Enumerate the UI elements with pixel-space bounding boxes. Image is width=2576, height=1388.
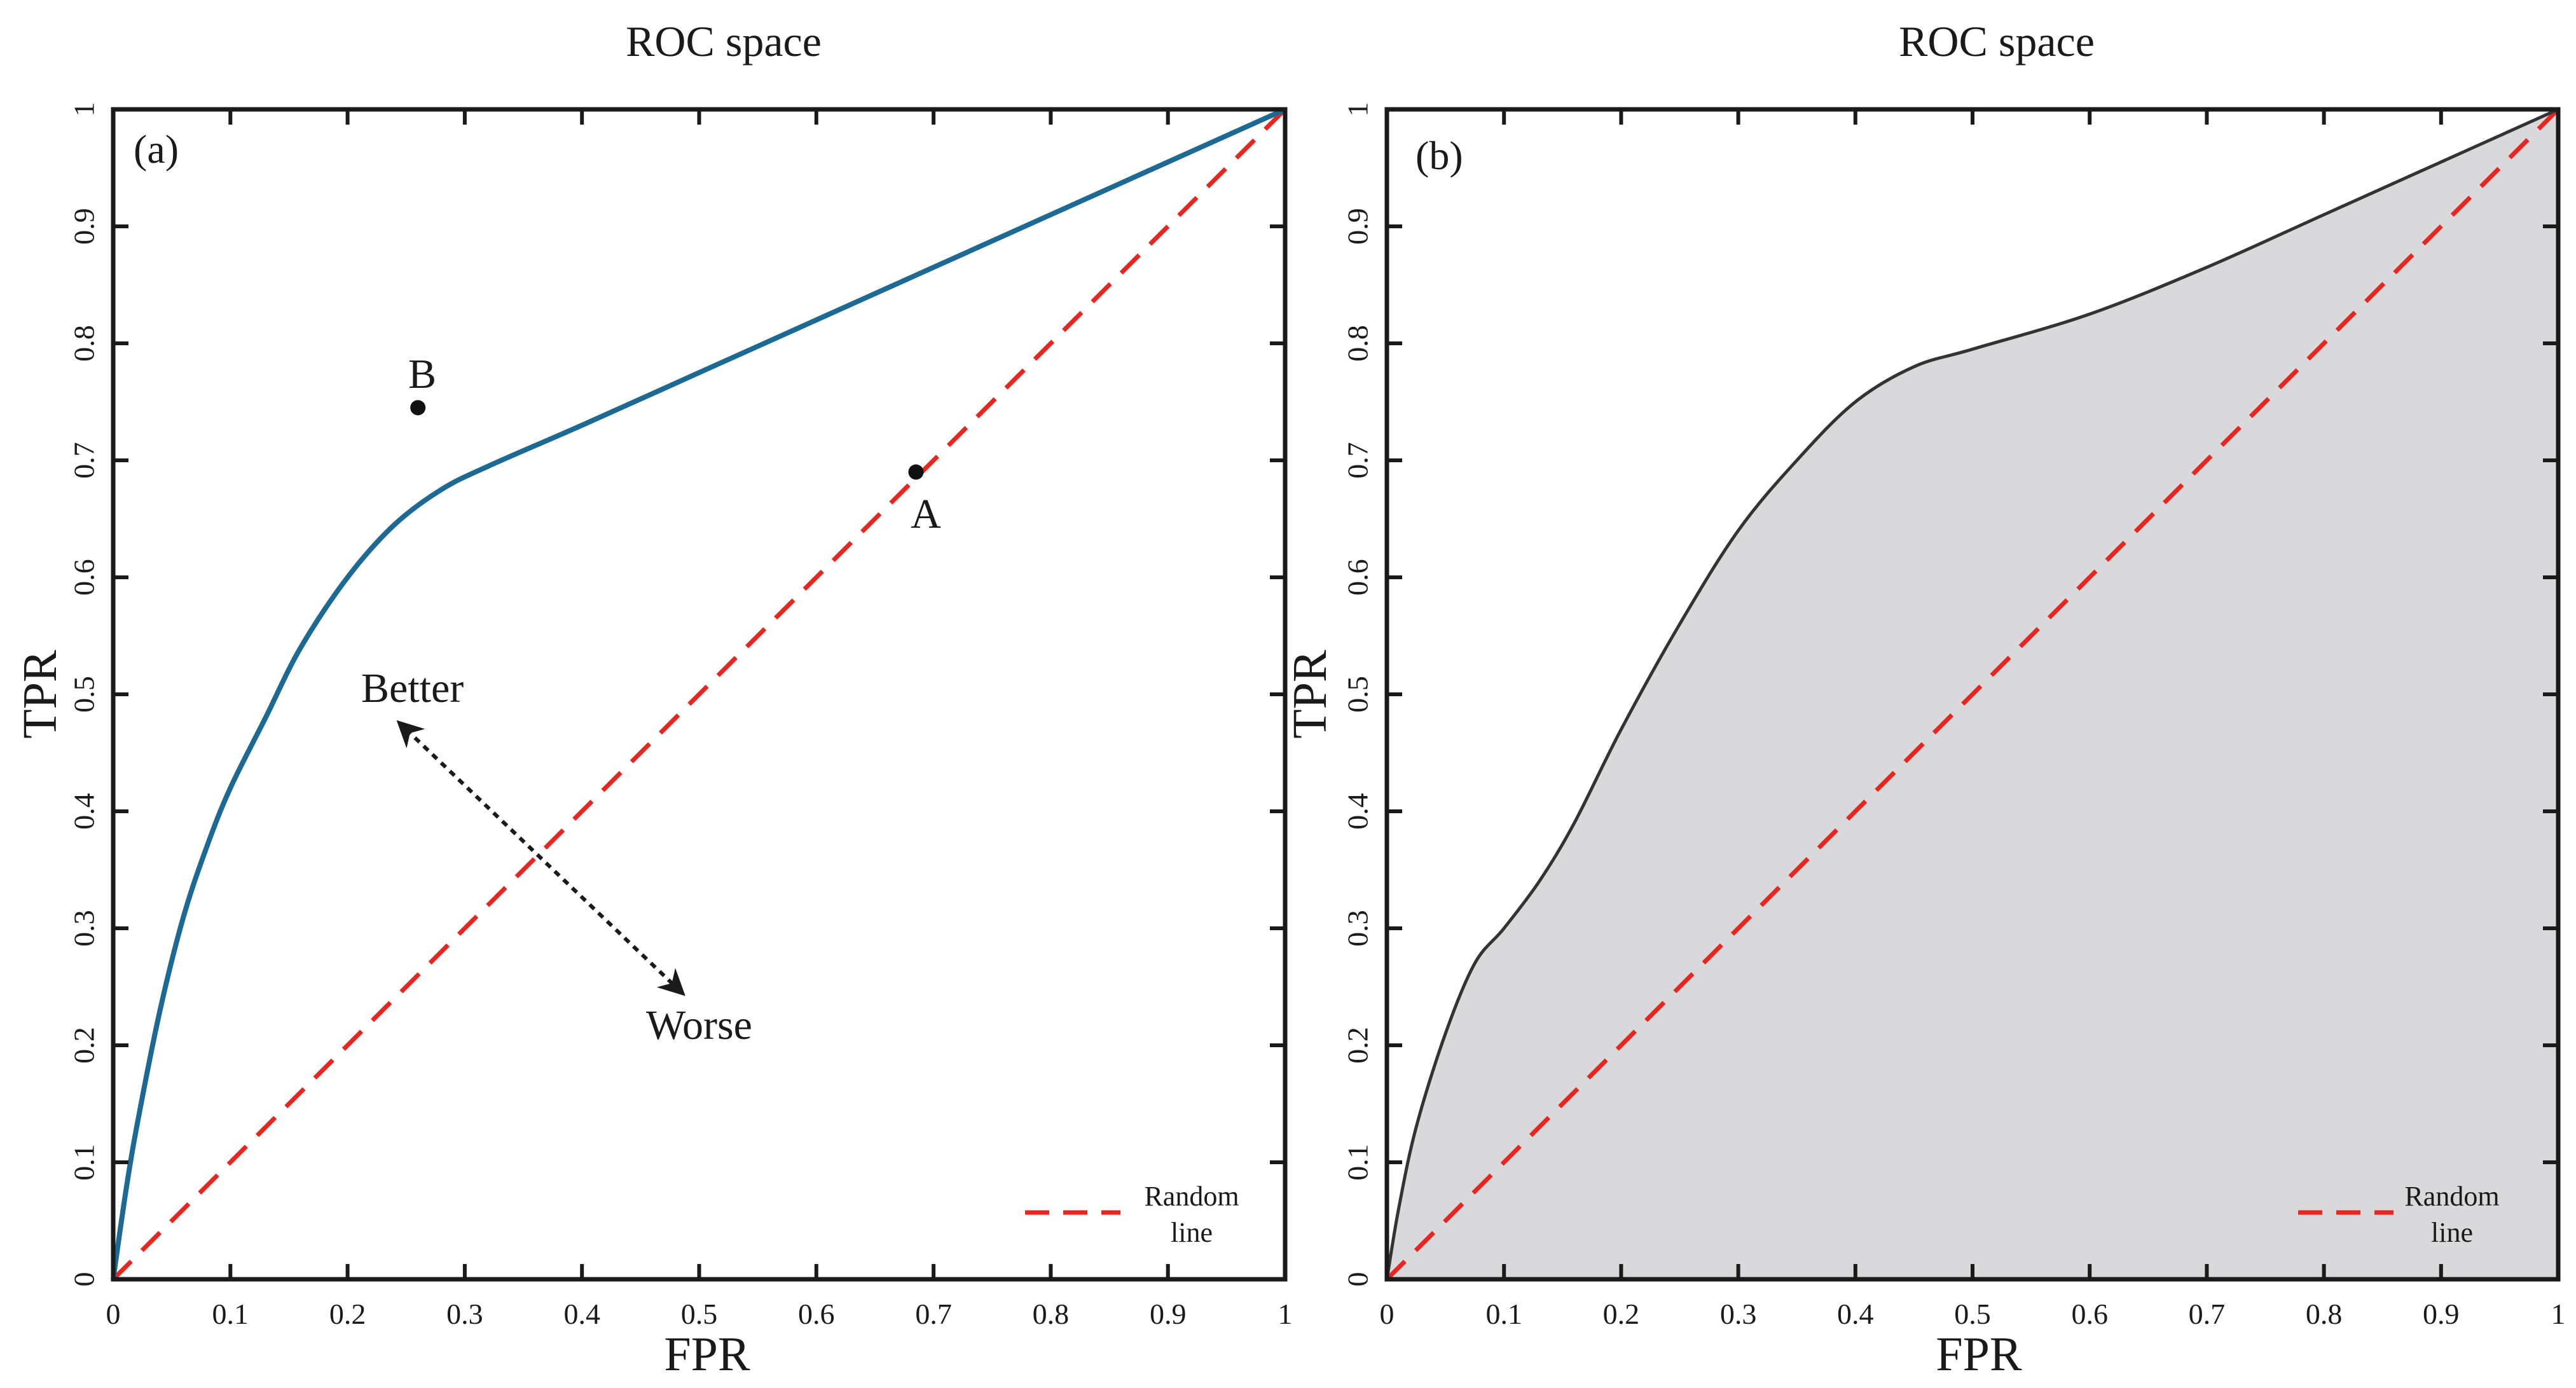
- panel-a-title: ROC space: [626, 17, 822, 65]
- panel-a-x-tick-label: 0.2: [329, 1298, 366, 1330]
- panel-b-x-tick-label: 0.3: [1720, 1298, 1757, 1330]
- panel-a-x-tick-label: 0: [106, 1298, 121, 1330]
- panel-b-x-tick-label: 0.9: [2423, 1298, 2460, 1330]
- panel-b-x-axis-label: FPR: [1936, 1328, 2022, 1381]
- panel-b-plot-area: 0 0.1 0.2 0.3 0.4 0.5 0.6 0.7 0.8 0.9 1 0 0.1 0.2 0.3 0…: [1342, 102, 2566, 1331]
- panel-b-y-axis-label: TPR: [1283, 650, 1337, 739]
- panel-b-x-tick-label: 1: [2551, 1298, 2566, 1330]
- panel-b-x-tick-label: 0.4: [1837, 1298, 1874, 1330]
- panel-a-legend: Random line: [1025, 1181, 1239, 1248]
- panel-b-legend-line-2: line: [2431, 1217, 2473, 1248]
- panel-b-y-tick-label: 0: [1342, 1272, 1374, 1287]
- better-label: Better: [361, 665, 464, 711]
- panel-a-random-line: [111, 107, 1287, 1281]
- panel-b-y-tick-label: 0.6: [1342, 559, 1374, 596]
- panel-b-roc-curve: [1385, 107, 2559, 1280]
- panel-a-y-tick-label: 0.1: [68, 1144, 100, 1181]
- panel-b-x-tick-label: 0: [1380, 1298, 1395, 1330]
- panel-a-label: (a): [134, 127, 179, 172]
- panel-a-x-tick-label: 0.5: [681, 1298, 718, 1330]
- panel-b-x-tick-label: 0.7: [2189, 1298, 2226, 1330]
- panel-b-y-tick-label: 0.9: [1342, 208, 1374, 245]
- panel-b-label: (b): [1415, 133, 1463, 178]
- better-worse-arrow: [396, 720, 685, 996]
- panel-a-x-tick-label: 0.1: [212, 1298, 249, 1330]
- point-a-marker: [908, 464, 924, 480]
- panel-a-y-tick-label: 0: [68, 1272, 100, 1287]
- panel-b-y-tick-label: 0.5: [1342, 676, 1374, 713]
- panel-b-x-tick-label: 0.8: [2306, 1298, 2343, 1330]
- panel-a-x-tick-label: 0.6: [798, 1298, 835, 1330]
- panel-a-x-tick-label: 0.3: [446, 1298, 483, 1330]
- panel-b-axes-frame: [1384, 107, 2561, 1282]
- panel-b-y-tick-label: 0.8: [1342, 325, 1374, 362]
- panel-b-y-tick-label: 0.7: [1342, 442, 1374, 479]
- panel-a-y-tick-label: 0.5: [68, 676, 100, 713]
- panel-a-x-axis-label: FPR: [664, 1328, 750, 1381]
- point-a-label: A: [911, 491, 941, 537]
- panel-b-y-tick-label: 0.1: [1342, 1144, 1374, 1181]
- panel-a-x-tick-label: 0.8: [1033, 1298, 1070, 1330]
- panel-a-x-tick-label: 0.9: [1150, 1298, 1187, 1330]
- panel-a-x-tick-label: 0.7: [915, 1298, 952, 1330]
- panel-b-y-tick-label: 0.3: [1342, 910, 1374, 947]
- panel-a-y-axis-label: TPR: [13, 650, 67, 739]
- panel-a-y-tick-label: 0.9: [68, 208, 100, 245]
- panel-b-y-tick-label: 1: [1342, 102, 1374, 117]
- panel-a-plot-area: 0 0.1 0.2 0.3 0.4 0.5 0.6 0.7 0.8 0.9 1 0 0.1 0.2 0.3 0…: [68, 102, 1293, 1331]
- panel-b-legend: Random line: [2298, 1181, 2500, 1248]
- panel-a: ROC space 0 0.1 0.2 0.3 0.4 0.5 0.6 0.7 0.8 0.9 10…: [13, 17, 1293, 1381]
- panel-a-legend-line-1: Random: [1144, 1181, 1239, 1212]
- panel-a-y-tick-label: 0.3: [68, 910, 100, 947]
- panel-a-y-tick-label: 0.2: [68, 1027, 100, 1064]
- panel-a-y-tick-label: 0.4: [68, 793, 100, 830]
- panel-a-legend-line-2: line: [1171, 1217, 1213, 1248]
- panel-b-x-tick-label: 0.2: [1603, 1298, 1640, 1330]
- panel-a-x-tick-label: 1: [1278, 1298, 1293, 1330]
- panel-a-y-tick-label: 0.6: [68, 559, 100, 596]
- point-b-label: B: [408, 351, 436, 397]
- panel-a-y-tick-label: 0.8: [68, 325, 100, 362]
- panel-b-title: ROC space: [1899, 17, 2095, 65]
- panel-b-legend-line-1: Random: [2404, 1181, 2499, 1212]
- panel-b-random-line: [1385, 107, 2560, 1281]
- point-b-marker: [410, 400, 426, 416]
- panel-b-x-tick-label: 0.6: [2071, 1298, 2108, 1330]
- panel-a-axes-frame: [111, 107, 1288, 1282]
- panel-b-x-tick-label: 0.5: [1954, 1298, 1991, 1330]
- panel-b-y-tick-label: 0.2: [1342, 1027, 1374, 1064]
- panel-a-y-tick-label: 1: [68, 102, 100, 117]
- panel-a-x-tick-label: 0.4: [563, 1298, 600, 1330]
- panel-b: ROC space 0 0.1 0.2 0.3 0.4 0.5 0.6 0.7 0.8 0.9 10…: [1283, 17, 2566, 1381]
- panel-b-x-tick-label: 0.1: [1485, 1298, 1522, 1330]
- worse-label: Worse: [646, 1002, 752, 1048]
- panel-a-y-tick-label: 0.7: [68, 442, 100, 479]
- panel-b-y-tick-label: 0.4: [1342, 793, 1374, 830]
- panel-a-roc-curve: [111, 107, 1286, 1280]
